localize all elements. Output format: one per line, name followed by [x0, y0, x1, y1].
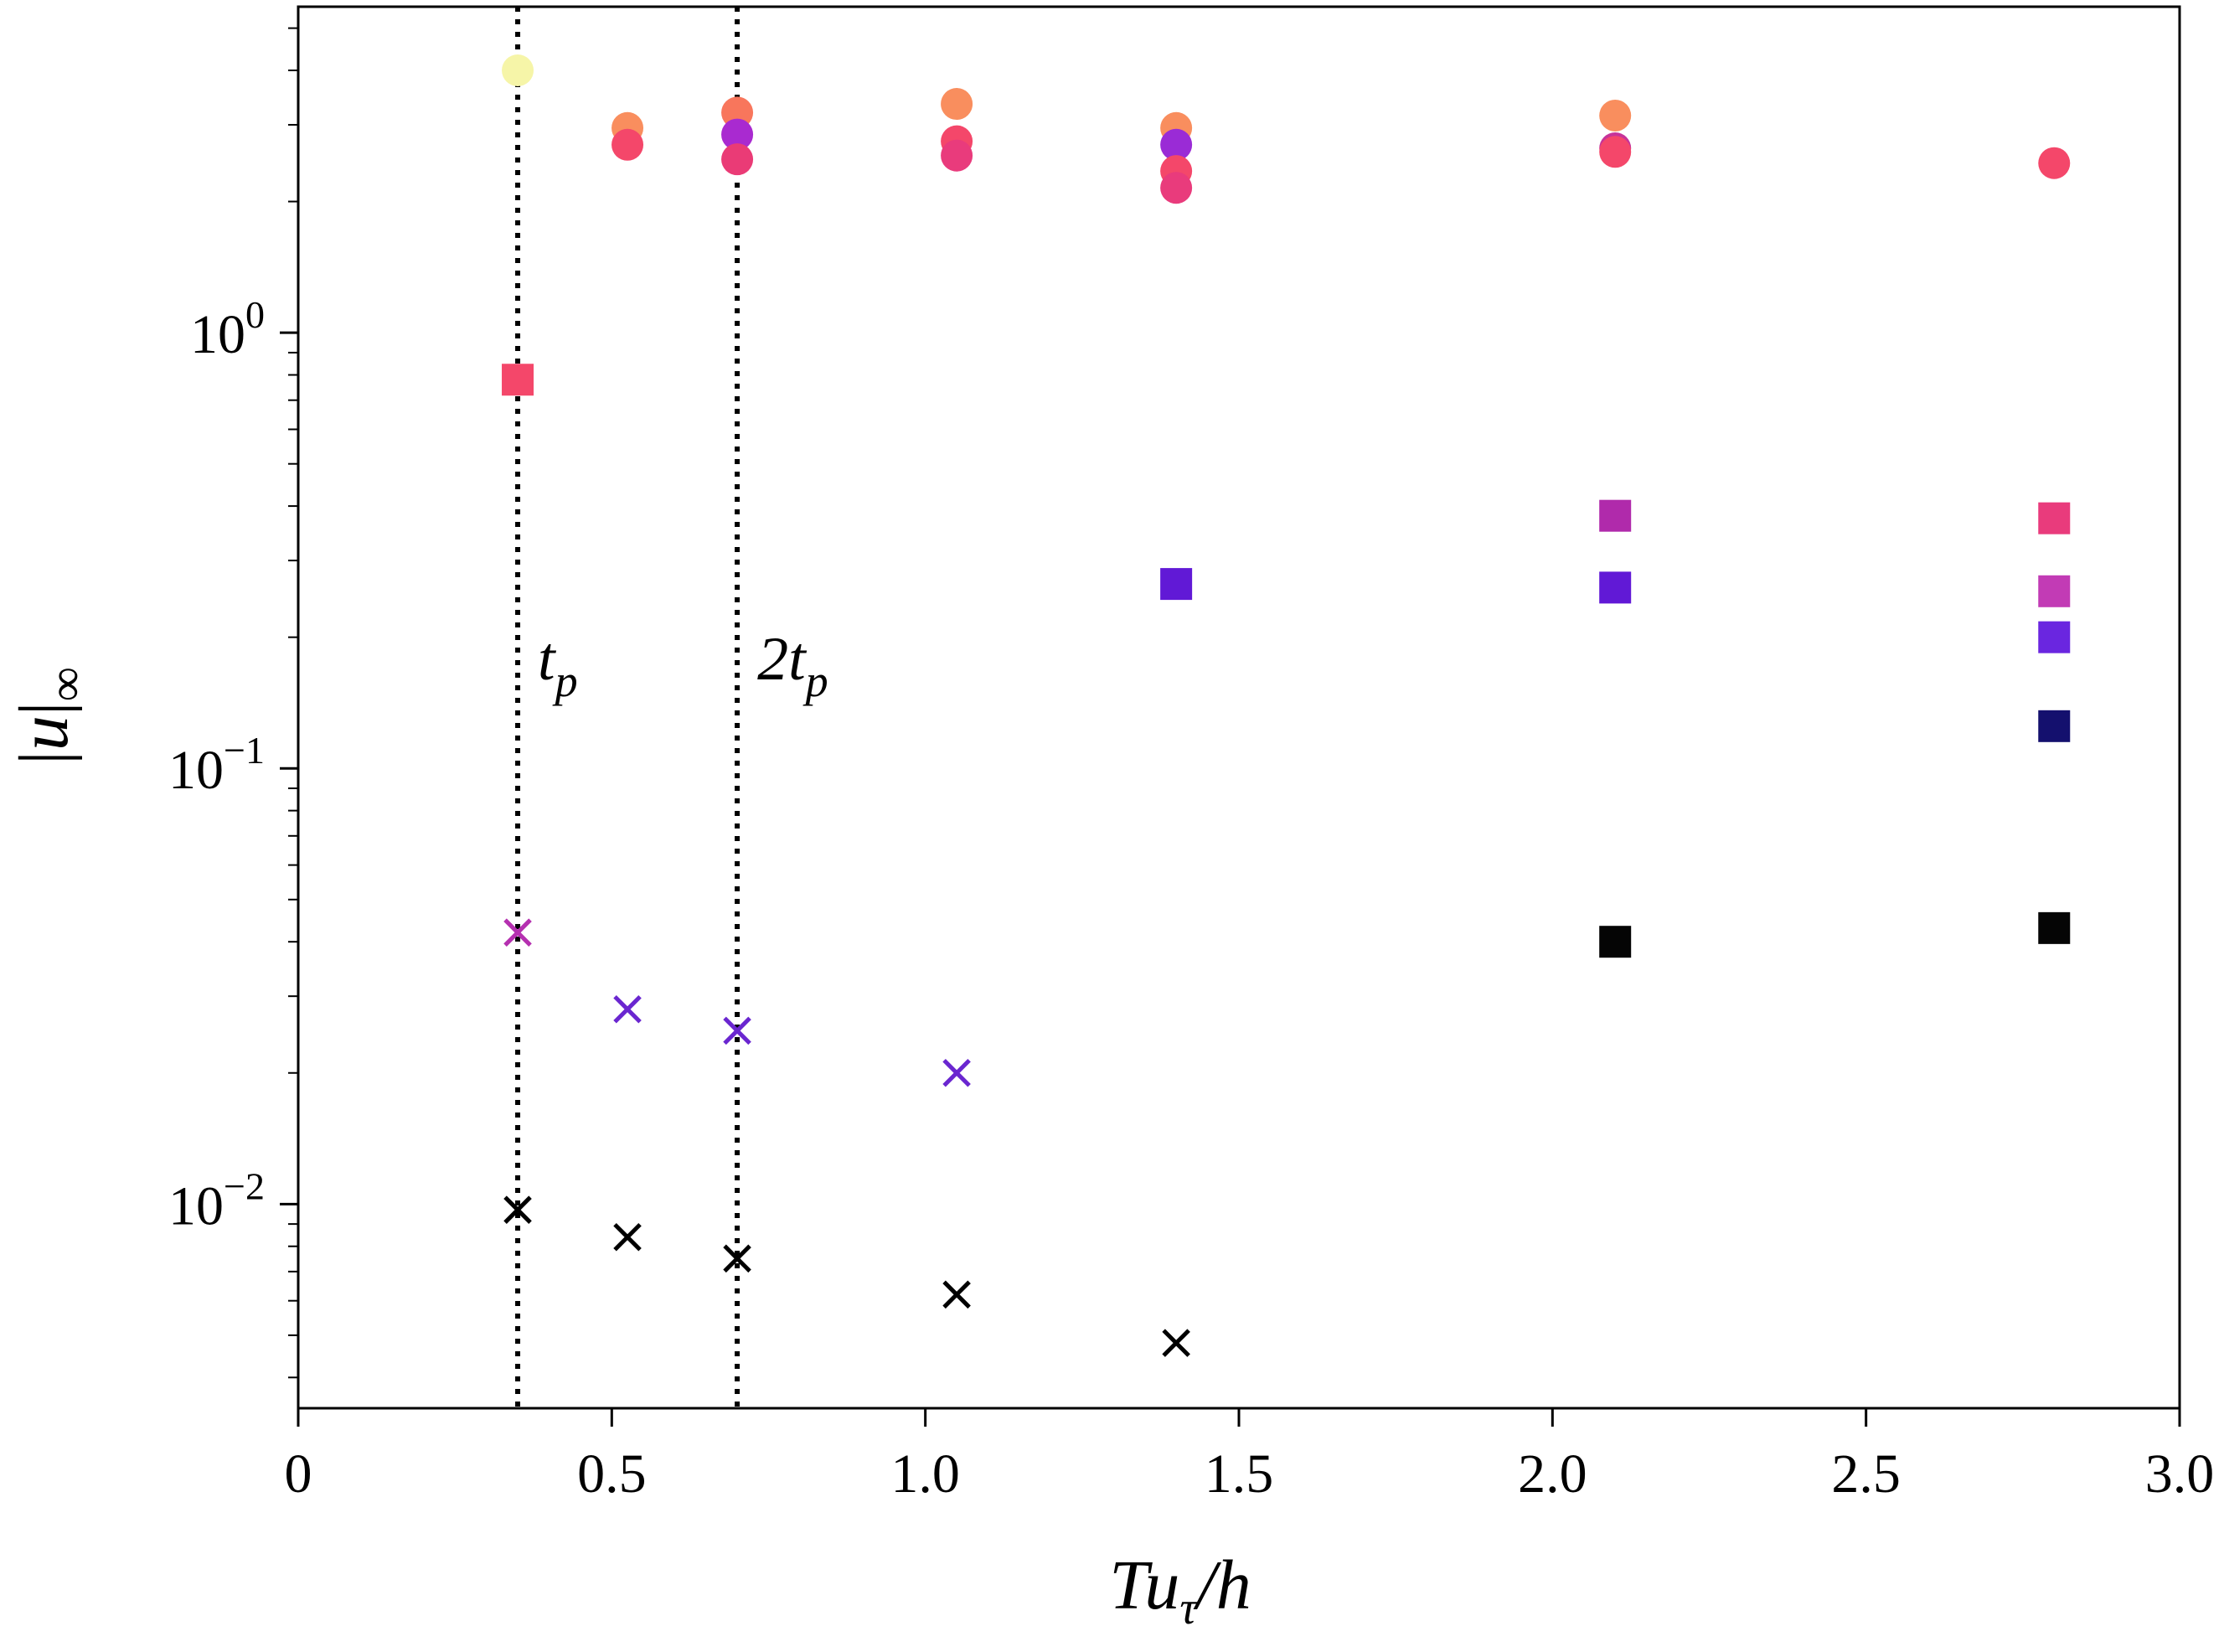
- data-point-square: [1599, 499, 1632, 532]
- x-tick-label: 1.5: [1205, 1443, 1274, 1505]
- x-tick-label: 1.0: [890, 1443, 960, 1505]
- y-tick-label: 100: [190, 293, 265, 365]
- data-point-circle: [1599, 136, 1632, 168]
- data-point-circle: [2038, 147, 2071, 179]
- data-point-x: [723, 1244, 751, 1273]
- data-point-circle: [611, 128, 644, 161]
- x-axis-title: Tuτ/h: [1109, 1546, 1251, 1634]
- data-point-square: [502, 364, 534, 396]
- data-point-circle: [941, 139, 973, 172]
- data-point-circle: [941, 88, 973, 121]
- data-point-circle: [1160, 128, 1193, 161]
- data-point-circle: [721, 143, 754, 176]
- x-tick-label: 3.0: [2145, 1443, 2215, 1505]
- data-point-x: [1162, 1329, 1190, 1357]
- data-point-square: [2038, 575, 2071, 607]
- reference-line-label-1: tp: [538, 625, 578, 706]
- data-point-circle: [721, 118, 754, 151]
- data-point-x: [942, 1280, 971, 1309]
- data-point-x: [613, 1222, 642, 1252]
- data-point-circle: [502, 54, 534, 87]
- x-tick-label: 0.5: [577, 1443, 647, 1505]
- data-point-square: [1599, 571, 1632, 604]
- data-point-square: [2038, 621, 2071, 653]
- data-point-circle: [1160, 172, 1193, 204]
- data-point-x: [613, 994, 642, 1024]
- x-tick-label: 2.5: [1831, 1443, 1901, 1505]
- data-point-x: [942, 1058, 971, 1087]
- data-point-circle: [721, 96, 754, 129]
- data-point-square: [2038, 911, 2071, 944]
- y-axis-title: |u|∞: [5, 667, 93, 765]
- data-point-x: [723, 1016, 751, 1045]
- y-tick-label: 10−1: [168, 729, 265, 801]
- data-point-square: [1160, 568, 1193, 601]
- data-point-square: [2038, 710, 2071, 742]
- data-point-x: [503, 1195, 532, 1224]
- x-tick-label: 0: [285, 1443, 312, 1505]
- data-point-circle: [1599, 99, 1632, 132]
- x-tick-label: 2.0: [1518, 1443, 1587, 1505]
- data-point-square: [2038, 502, 2071, 534]
- reference-line-label-2: 2tp: [757, 625, 828, 706]
- data-point-x: [503, 918, 532, 947]
- data-point-square: [1599, 926, 1632, 958]
- y-tick-label: 10−2: [168, 1164, 265, 1236]
- plot-frame: [297, 5, 2181, 1410]
